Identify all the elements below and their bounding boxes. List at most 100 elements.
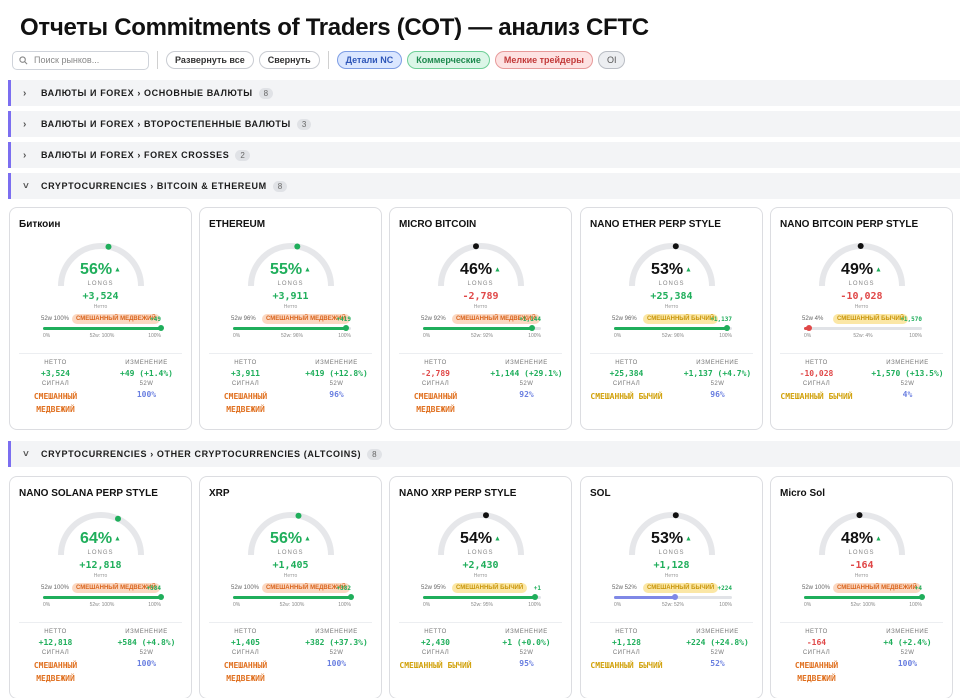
- net-label: Нетто: [283, 304, 298, 310]
- stats-left-column: НЕТТО +2,430 СИГНАЛ СМЕШАННЫЙ БЫЧИЙ: [390, 629, 481, 672]
- week52-bar: [233, 594, 354, 600]
- week52-bar: [614, 325, 732, 331]
- market-card[interactable]: XRP 56% ▲ LONGS +1,405 Нетто 52w 100% СМЕШАННЫ…: [199, 476, 382, 698]
- signal-pill: СМЕШАННЫЙ МЕДВЕЖИЙ: [262, 583, 350, 593]
- change-value: +1 (+0.0%): [502, 638, 551, 647]
- group-title: ВАЛЮТЫ И FOREX › ВТОРОСТЕПЕННЫЕ ВАЛЮТЫ: [41, 119, 291, 129]
- week52-header: 52W: [710, 381, 725, 387]
- long-percent-gauge: [248, 243, 334, 287]
- long-percent-value: 56%: [80, 261, 113, 278]
- longs-label: LONGS: [87, 281, 114, 287]
- week52-bar: [614, 594, 732, 600]
- week52-value: 52%: [710, 659, 725, 668]
- tick-current: 52w: 92%: [471, 333, 493, 339]
- signal-header: СИГНАЛ: [802, 650, 831, 656]
- week52-value: 92%: [519, 390, 534, 399]
- week52-bar-fill: [423, 596, 536, 599]
- market-card[interactable]: SOL 53% ▲ LONGS +1,128 Нетто 52w 52% СМЕШАННЫЙ…: [580, 476, 763, 698]
- gauge-track: [58, 243, 144, 287]
- net-value: +12,818: [79, 560, 122, 571]
- market-name: NANO BITCOIN PERP STYLE: [780, 219, 919, 230]
- change-value: +49 (+1.4%): [120, 369, 173, 378]
- signal-value: СМЕШАННЫЙ: [33, 661, 78, 670]
- group-header[interactable]: ˅ CRYPTOCURRENCIES › BITCOIN & ETHEREUM 8: [8, 173, 960, 199]
- longs-label: LONGS: [467, 281, 494, 287]
- market-card[interactable]: NANO ETHER PERP STYLE 53% ▲ LONGS +25,384 Не…: [580, 207, 763, 430]
- week52-inline: 52w 96%: [612, 316, 637, 322]
- tick-current: 52w: 100%: [279, 602, 305, 608]
- long-percent: 46% ▲: [390, 261, 571, 279]
- card-divider: [590, 622, 753, 623]
- stats-left-column: НЕТТО +3,911 СИГНАЛ СМЕШАННЫЙ МЕДВЕЖИЙ: [200, 360, 291, 416]
- filter-commercial-button[interactable]: Коммерческие: [407, 51, 490, 69]
- expand-all-button[interactable]: Развернуть все: [166, 51, 254, 69]
- tick-current: 52w: 4%: [853, 333, 873, 339]
- gauge-marker: [294, 243, 301, 250]
- netto-header: НЕТТО: [424, 629, 447, 635]
- tick-max: 100%: [338, 602, 351, 608]
- signal-pill: СМЕШАННЫЙ БЫЧИЙ: [643, 583, 719, 593]
- week52-value: 96%: [329, 390, 344, 399]
- tick-current: 52w: 100%: [89, 333, 115, 339]
- signal-pill: СМЕШАННЫЙ БЫЧИЙ: [452, 583, 528, 593]
- market-card[interactable]: MICRO BITCOIN 46% ▲ LONGS -2,789 Нетто 52w 92…: [389, 207, 572, 430]
- market-card[interactable]: NANO XRP PERP STYLE 54% ▲ LONGS +2,430 Нетто…: [389, 476, 572, 698]
- netto-value: -2,789: [421, 369, 450, 378]
- market-card[interactable]: NANO SOLANA PERP STYLE 64% ▲ LONGS +12,818 Н…: [9, 476, 192, 698]
- tick-max: 100%: [528, 602, 541, 608]
- gauge-marker: [856, 512, 863, 519]
- group-header[interactable]: ˅ CRYPTOCURRENCIES › OTHER CRYPTOCURRENCI…: [8, 441, 960, 467]
- week52-bar-knob: [343, 325, 350, 331]
- tick-min: 0%: [43, 333, 51, 339]
- filter-small-traders-button[interactable]: Мелкие трейдеры: [494, 51, 593, 69]
- change-short: +584: [146, 585, 161, 592]
- filter-oi-button[interactable]: OI: [597, 51, 626, 69]
- group-header[interactable]: › ВАЛЮТЫ И FOREX › ВТОРОСТЕПЕННЫЕ ВАЛЮТЫ 3: [8, 111, 960, 137]
- tick-min: 0%: [43, 602, 51, 608]
- week52-value: 4%: [902, 390, 913, 399]
- signal-pill: СМЕШАННЫЙ БЫЧИЙ: [833, 314, 909, 324]
- search-input[interactable]: Поиск рынков...: [12, 50, 149, 70]
- long-percent-gauge: [58, 243, 144, 287]
- gauge-track: [248, 512, 334, 556]
- group-header[interactable]: › ВАЛЮТЫ И FOREX › FOREX CROSSES 2: [8, 142, 960, 168]
- market-name: XRP: [209, 488, 230, 499]
- week52-value: 100%: [136, 390, 157, 399]
- stats-left-column: НЕТТО +25,384 СИГНАЛ СМЕШАННЫЙ БЫЧИЙ: [581, 360, 672, 403]
- long-percent-value: 49%: [841, 261, 874, 278]
- market-card[interactable]: NANO BITCOIN PERP STYLE 49% ▲ LONGS -10,028…: [770, 207, 953, 430]
- stats-right-column: ИЗМЕНЕНИЕ +224 (+24.8%) 52W 52%: [672, 629, 763, 668]
- toolbar: Поиск рынков... Развернуть все Свернуть …: [12, 50, 630, 70]
- market-card[interactable]: ETHEREUM 55% ▲ LONGS +3,911 Нетто 52w 96% СМЕШ…: [199, 207, 382, 430]
- card-divider: [19, 353, 182, 354]
- net-value: +3,524: [82, 291, 119, 302]
- group-header[interactable]: › ВАЛЮТЫ И FOREX › ОСНОВНЫЕ ВАЛЮТЫ 8: [8, 80, 960, 106]
- week52-bar-knob: [158, 594, 164, 600]
- stats-right-column: ИЗМЕНЕНИЕ +419 (+12.8%) 52W 96%: [291, 360, 382, 399]
- search-icon: [19, 55, 28, 64]
- filter-nc-button[interactable]: Детали NC: [336, 51, 403, 69]
- stats-right-column: ИЗМЕНЕНИЕ +4 (+2.4%) 52W 100%: [862, 629, 953, 668]
- net-label: Нетто: [473, 304, 488, 310]
- change-header: ИЗМЕНЕНИЕ: [696, 360, 739, 366]
- group-title: CRYPTOCURRENCIES › BITCOIN & ETHEREUM: [41, 181, 267, 191]
- net-value: -10,028: [840, 291, 883, 302]
- market-card[interactable]: Биткоин 56% ▲ LONGS +3,524 Нетто 52w 100% СМЕШ…: [9, 207, 192, 430]
- netto-header: НЕТТО: [234, 360, 257, 366]
- week52-header: 52W: [519, 381, 534, 387]
- market-card[interactable]: Micro Sol 48% ▲ LONGS -164 Нетто 52w 100% СМЕШ…: [770, 476, 953, 698]
- net-value: +1,405: [272, 560, 309, 571]
- signal-value: СМЕШАННЫЙ: [223, 392, 268, 401]
- stats-left-column: НЕТТО +1,128 СИГНАЛ СМЕШАННЫЙ БЫЧИЙ: [581, 629, 672, 672]
- week52-bar-fill: [614, 596, 676, 599]
- tick-current: 52w: 52%: [662, 602, 684, 608]
- net-value: -164: [849, 560, 874, 571]
- long-percent-value: 55%: [270, 261, 303, 278]
- trend-up-icon: ▲: [492, 266, 501, 274]
- trend-up-icon: ▲: [873, 266, 882, 274]
- collapse-button[interactable]: Свернуть: [258, 51, 320, 69]
- trend-up-icon: ▲: [683, 535, 692, 543]
- week52-inline: 52w 100%: [41, 316, 70, 322]
- long-percent-gauge: [58, 512, 144, 556]
- week52-bar: [43, 325, 164, 331]
